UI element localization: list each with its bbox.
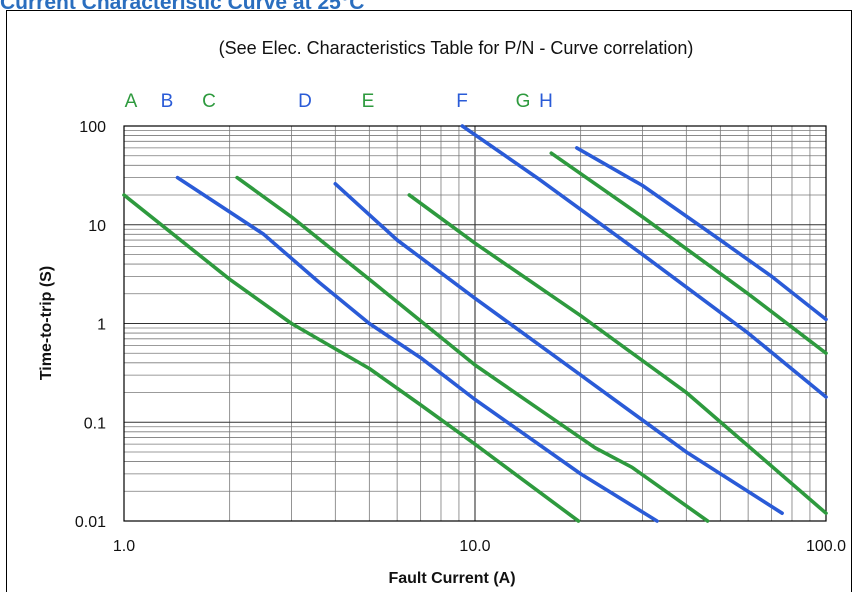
curve-b-label: B [161, 91, 174, 112]
curve-d-line [333, 182, 784, 516]
curve-f-label: F [456, 91, 468, 112]
x-tick-label: 1.0 [113, 538, 135, 555]
curve-h-label: H [539, 91, 553, 112]
chart-note: (See Elec. Characteristics Table for P/N… [219, 38, 694, 58]
y-tick-labels: 100 10 1 0.1 0.01 [75, 119, 106, 531]
plot-border [123, 125, 827, 522]
plot-grid [124, 126, 826, 521]
curve-e-label: E [362, 91, 375, 112]
curve-d-label: D [298, 91, 312, 112]
curve-g-label: G [516, 91, 531, 112]
x-axis-label: Fault Current (A) [388, 570, 515, 587]
x-tick-label: 10.0 [459, 538, 490, 555]
y-tick-label: 0.01 [75, 514, 106, 531]
x-tick-labels: 1.0 10.0 100.0 [113, 538, 846, 555]
y-tick-label: 0.1 [84, 415, 106, 432]
x-tick-label: 100.0 [806, 538, 846, 555]
curve-a-label: A [125, 91, 138, 112]
curve-h-line [574, 146, 828, 322]
y-axis-label: Time-to-trip (S) [38, 266, 55, 380]
curve-g-line [549, 151, 828, 356]
curve-c-line [235, 175, 710, 523]
curve-e-line [407, 193, 828, 516]
curve-f-line [460, 124, 828, 399]
y-tick-label: 100 [79, 119, 106, 136]
chart-frame [6, 10, 852, 592]
curve-b-line [175, 175, 659, 523]
curve-c-label: C [202, 91, 216, 112]
curve-a-line [122, 193, 581, 523]
curve-layer [122, 124, 828, 523]
y-tick-label: 10 [88, 218, 106, 235]
y-tick-label: 1 [97, 317, 106, 334]
